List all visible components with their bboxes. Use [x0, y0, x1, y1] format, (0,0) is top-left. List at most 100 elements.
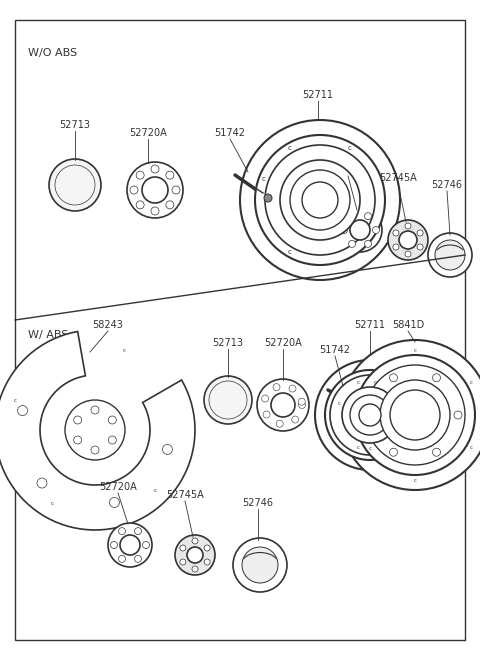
Circle shape [365, 365, 465, 465]
Circle shape [417, 244, 423, 250]
Polygon shape [0, 332, 195, 530]
Circle shape [389, 448, 397, 456]
Circle shape [364, 240, 372, 247]
Circle shape [432, 448, 441, 456]
Text: 58243: 58243 [93, 320, 123, 330]
Circle shape [368, 411, 376, 419]
Circle shape [91, 446, 99, 454]
Circle shape [359, 404, 381, 426]
Circle shape [380, 380, 450, 450]
Text: c: c [357, 445, 360, 450]
Text: c: c [122, 348, 126, 353]
Circle shape [340, 340, 480, 490]
Circle shape [119, 528, 125, 535]
Circle shape [180, 545, 186, 551]
Text: 52720A: 52720A [99, 482, 137, 492]
Circle shape [240, 120, 400, 280]
Circle shape [302, 182, 338, 218]
Text: c: c [51, 501, 54, 506]
Circle shape [130, 186, 138, 194]
Circle shape [348, 240, 356, 247]
Text: c: c [348, 145, 352, 151]
Circle shape [110, 541, 118, 549]
Circle shape [175, 535, 215, 575]
Circle shape [209, 381, 247, 419]
Text: c: c [262, 177, 265, 183]
Circle shape [204, 376, 252, 424]
Circle shape [215, 387, 241, 413]
Circle shape [151, 165, 159, 173]
Circle shape [143, 541, 149, 549]
Circle shape [263, 411, 270, 418]
Text: c: c [374, 380, 377, 385]
Circle shape [389, 374, 397, 382]
Text: c: c [470, 380, 473, 385]
Circle shape [136, 171, 144, 179]
Circle shape [136, 201, 144, 209]
Text: c: c [413, 348, 417, 353]
Circle shape [364, 213, 372, 219]
Circle shape [18, 405, 27, 416]
Circle shape [108, 436, 116, 444]
Circle shape [242, 547, 278, 583]
Circle shape [405, 223, 411, 229]
Text: 52720A: 52720A [264, 338, 302, 348]
Circle shape [290, 170, 350, 230]
Circle shape [435, 240, 465, 270]
Circle shape [432, 374, 441, 382]
Circle shape [55, 165, 95, 205]
Circle shape [166, 171, 174, 179]
Circle shape [289, 385, 296, 392]
Text: W/O ABS: W/O ABS [28, 48, 77, 58]
Text: c: c [288, 249, 292, 255]
Circle shape [292, 416, 299, 423]
Circle shape [204, 545, 210, 551]
Circle shape [273, 384, 280, 391]
Circle shape [134, 528, 142, 535]
Text: 52720A: 52720A [329, 165, 367, 175]
Text: 52745A: 52745A [166, 490, 204, 500]
Circle shape [355, 355, 475, 475]
Circle shape [356, 404, 364, 412]
Circle shape [264, 194, 272, 202]
Circle shape [233, 538, 287, 592]
Circle shape [417, 230, 423, 236]
Text: 52746: 52746 [242, 498, 274, 508]
Circle shape [271, 393, 295, 417]
Circle shape [338, 208, 382, 252]
Text: c: c [470, 445, 473, 450]
Circle shape [108, 523, 152, 567]
Circle shape [393, 244, 399, 250]
Circle shape [372, 227, 380, 233]
Circle shape [399, 231, 417, 249]
Text: c: c [154, 487, 156, 493]
Circle shape [348, 213, 356, 219]
Text: c: c [337, 401, 340, 406]
Circle shape [280, 160, 360, 240]
Circle shape [388, 220, 428, 260]
Circle shape [262, 395, 269, 402]
Circle shape [342, 387, 398, 443]
Circle shape [192, 566, 198, 572]
Circle shape [298, 398, 305, 405]
Text: 51742: 51742 [320, 345, 350, 355]
Circle shape [109, 497, 120, 507]
Circle shape [454, 411, 462, 419]
Circle shape [73, 416, 82, 424]
Circle shape [162, 444, 172, 455]
Circle shape [65, 400, 125, 460]
Text: c: c [369, 445, 372, 451]
Circle shape [61, 171, 89, 199]
Circle shape [390, 390, 440, 440]
Circle shape [428, 233, 472, 277]
Circle shape [37, 478, 47, 488]
Circle shape [172, 186, 180, 194]
Circle shape [192, 538, 198, 544]
Circle shape [49, 159, 101, 211]
Circle shape [340, 227, 348, 233]
Circle shape [257, 379, 309, 431]
Circle shape [405, 251, 411, 257]
Circle shape [166, 201, 174, 209]
Text: 51742: 51742 [215, 128, 245, 138]
Text: 52746: 52746 [432, 180, 463, 190]
